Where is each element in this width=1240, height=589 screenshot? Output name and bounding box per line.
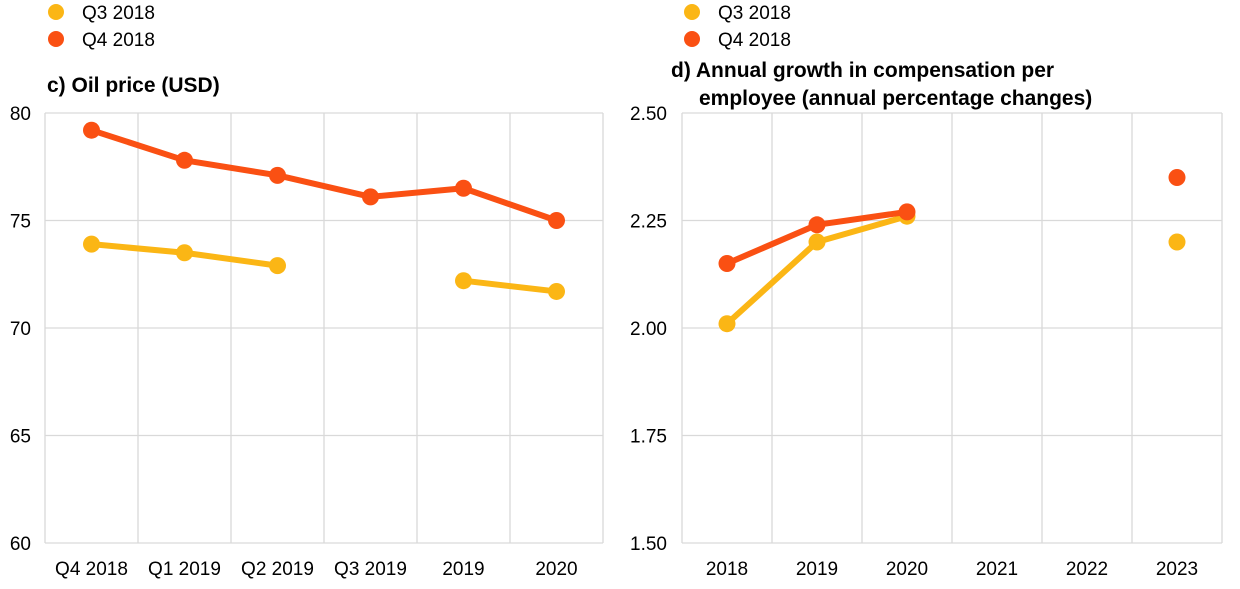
chart-compensation-growth: Q3 2018 Q4 2018 d) Annual growth in comp… <box>630 3 1223 580</box>
legend-marker-q4 <box>684 31 700 47</box>
data-point <box>176 151 193 169</box>
legend-marker-q4 <box>48 31 64 47</box>
x-tick-label: 2023 <box>1156 559 1198 580</box>
data-point <box>548 282 565 300</box>
x-tick-label: 2021 <box>976 559 1018 580</box>
series-q4-2018 <box>83 121 565 229</box>
plot-area: 1.50 1.75 2.00 2.25 2.50 2018 2019 2020 2021 2022… <box>630 104 1223 580</box>
data-point <box>83 121 100 139</box>
legend-marker-q3 <box>684 4 700 20</box>
y-tick-label: 2.25 <box>630 212 667 233</box>
x-tick-label: Q4 2018 <box>55 559 128 580</box>
x-tick-label: 2018 <box>706 559 748 580</box>
y-tick-label: 2.00 <box>630 319 667 340</box>
chart-title: c) Oil price (USD) <box>47 74 220 97</box>
data-point <box>718 315 736 333</box>
plot-area: 60 65 70 75 80 Q4 2018 Q1 2019 Q2 2019 Q3 2019 20… <box>10 104 604 580</box>
y-tick-label: 80 <box>10 104 31 125</box>
chart-oil-price: Q3 2018 Q4 2018 c) Oil price (USD) 60 65 7… <box>10 3 604 580</box>
legend: Q3 2018 Q4 2018 <box>684 3 791 51</box>
legend-label-q3: Q3 2018 <box>718 3 791 24</box>
y-tick-label: 65 <box>10 427 31 448</box>
data-point <box>83 235 100 253</box>
x-tick-label: Q3 2019 <box>334 559 407 580</box>
legend-label-q4: Q4 2018 <box>718 30 791 51</box>
legend-label-q3: Q3 2018 <box>82 3 155 24</box>
data-point <box>548 212 565 229</box>
data-point <box>362 188 379 206</box>
series-q4-2018 <box>718 169 1186 272</box>
series-line <box>460 277 560 295</box>
x-tick-label: 2019 <box>796 559 838 580</box>
data-point <box>269 166 286 184</box>
data-point <box>808 233 826 251</box>
x-tick-label: 2020 <box>886 559 928 580</box>
x-tick-label: 2020 <box>535 559 577 580</box>
data-point <box>808 216 826 234</box>
chart-title-line-1: d) Annual growth in compensation per <box>671 59 1054 82</box>
chart-title-line-2: employee (annual percentage changes) <box>699 87 1092 110</box>
x-tick-label: Q1 2019 <box>148 559 221 580</box>
x-tick-label: 2019 <box>442 559 484 580</box>
data-point <box>269 257 286 275</box>
data-point <box>455 179 472 197</box>
data-point <box>898 203 916 221</box>
series-line <box>88 127 560 224</box>
data-point <box>176 244 193 262</box>
legend-label-q4: Q4 2018 <box>82 30 155 51</box>
data-point <box>1168 233 1186 251</box>
y-tick-label: 60 <box>10 534 31 555</box>
series-q3-2018 <box>83 235 565 300</box>
legend: Q3 2018 Q4 2018 <box>48 3 155 51</box>
y-tick-label: 70 <box>10 319 31 340</box>
data-point <box>1168 169 1186 186</box>
y-tick-label: 1.75 <box>630 427 667 448</box>
x-tick-label: Q2 2019 <box>241 559 314 580</box>
y-tick-label: 75 <box>10 212 31 233</box>
x-tick-label: 2022 <box>1066 559 1108 580</box>
y-tick-label: 2.50 <box>630 104 667 125</box>
y-tick-label: 1.50 <box>630 534 667 555</box>
legend-marker-q3 <box>48 4 64 20</box>
data-point <box>455 272 472 290</box>
data-point <box>718 255 736 272</box>
